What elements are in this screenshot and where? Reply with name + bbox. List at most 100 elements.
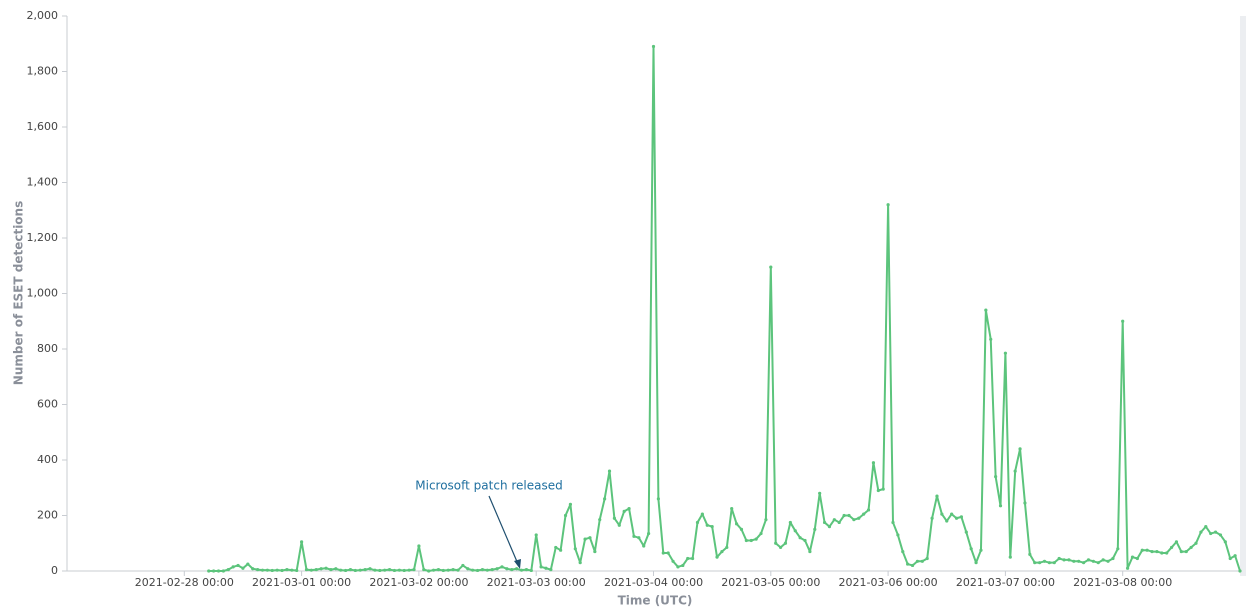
data-point (1150, 549, 1154, 554)
data-point (642, 544, 646, 548)
data-point (866, 508, 871, 512)
data-point (647, 531, 651, 536)
data-point (803, 538, 807, 543)
data-point (695, 520, 700, 525)
data-point (881, 487, 885, 491)
scrollbar (1240, 16, 1246, 576)
data-point (627, 506, 631, 511)
data-point (1106, 559, 1110, 563)
data-point (847, 513, 851, 518)
data-point (1189, 545, 1193, 550)
data-point (583, 537, 587, 541)
data-point (651, 44, 656, 49)
data-point (378, 568, 382, 573)
data-point (402, 568, 406, 573)
data-point (945, 519, 949, 523)
data-point (612, 516, 617, 520)
data-point (236, 563, 240, 568)
y-axis-title: Number of ESET detections (12, 201, 26, 385)
data-point (256, 568, 260, 572)
data-point (446, 568, 450, 572)
x-tick-label: 2021-03-02 00:00 (369, 576, 468, 589)
data-point (871, 461, 876, 465)
data-point (549, 568, 553, 572)
data-point (456, 568, 460, 572)
data-point (1223, 540, 1227, 544)
data-point (832, 518, 836, 522)
data-point (275, 568, 279, 572)
data-point (676, 565, 680, 569)
data-point (519, 568, 524, 572)
data-point (1111, 556, 1115, 561)
y-tick-label: 800 (37, 342, 58, 355)
data-point (906, 562, 910, 566)
data-point (910, 563, 915, 568)
data-point (314, 568, 318, 572)
x-tick-label: 2021-03-07 00:00 (956, 576, 1055, 589)
data-point (309, 568, 313, 572)
data-point (1052, 561, 1056, 565)
data-point (1125, 566, 1130, 570)
data-point (363, 568, 367, 572)
data-point (422, 568, 426, 572)
data-point (353, 568, 357, 573)
data-point (681, 563, 685, 568)
data-point (358, 568, 362, 572)
data-point (1145, 548, 1149, 552)
y-tick-label: 2,000 (27, 9, 59, 22)
data-point (1165, 551, 1169, 555)
data-point (700, 512, 704, 516)
data-point (705, 523, 709, 527)
data-point (959, 515, 964, 519)
data-point (515, 567, 519, 571)
data-point (862, 512, 866, 516)
data-point (485, 568, 489, 572)
data-point (1155, 549, 1159, 554)
data-point (788, 520, 792, 525)
data-point (1028, 552, 1032, 556)
data-point (573, 547, 577, 551)
data-point (461, 563, 465, 568)
data-point (622, 509, 626, 513)
data-point (632, 534, 636, 538)
data-point (818, 491, 822, 495)
data-point (1140, 548, 1144, 552)
data-point (300, 540, 304, 544)
data-point (212, 569, 216, 573)
data-point (920, 559, 924, 563)
data-point (295, 568, 299, 573)
data-point (387, 568, 392, 572)
data-point (471, 568, 475, 572)
data-point (1086, 558, 1091, 562)
data-point (216, 569, 221, 573)
data-point (260, 568, 265, 572)
data-point (1184, 549, 1188, 554)
data-point (348, 568, 353, 572)
data-point (661, 551, 665, 555)
data-point (339, 568, 343, 572)
data-point (285, 568, 289, 572)
data-point (207, 569, 211, 573)
y-tick-label: 1,600 (27, 120, 59, 133)
data-point (769, 265, 773, 269)
data-point (1160, 551, 1164, 555)
data-point (876, 488, 880, 493)
data-point (1174, 540, 1179, 544)
data-point (451, 568, 455, 572)
data-point (774, 541, 778, 545)
data-point (940, 512, 944, 516)
data-point (603, 497, 607, 501)
data-point (1057, 556, 1061, 561)
data-point (1038, 561, 1042, 565)
data-point (1013, 469, 1017, 473)
data-point (837, 520, 841, 525)
data-point (964, 530, 968, 534)
data-point (226, 568, 230, 572)
data-point (534, 533, 538, 537)
data-point (373, 568, 377, 572)
data-point (241, 566, 245, 570)
data-point (417, 544, 421, 548)
data-point (392, 568, 397, 573)
data-point (798, 536, 802, 540)
data-point (891, 520, 895, 525)
